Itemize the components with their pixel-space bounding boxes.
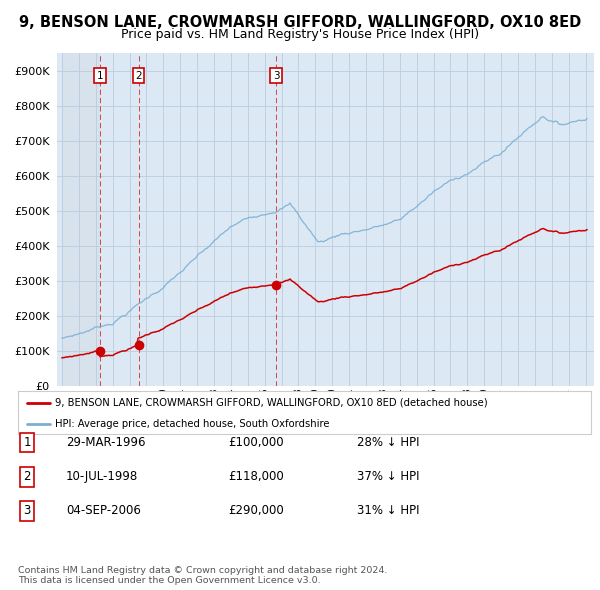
Text: HPI: Average price, detached house, South Oxfordshire: HPI: Average price, detached house, Sout… [55,419,330,430]
Text: 37% ↓ HPI: 37% ↓ HPI [357,470,419,483]
Text: 04-SEP-2006: 04-SEP-2006 [66,504,141,517]
Text: £118,000: £118,000 [228,470,284,483]
Text: Price paid vs. HM Land Registry's House Price Index (HPI): Price paid vs. HM Land Registry's House … [121,28,479,41]
Text: 10-JUL-1998: 10-JUL-1998 [66,470,138,483]
Text: 9, BENSON LANE, CROWMARSH GIFFORD, WALLINGFORD, OX10 8ED (detached house): 9, BENSON LANE, CROWMARSH GIFFORD, WALLI… [55,398,488,408]
Text: 2: 2 [135,71,142,81]
Text: £290,000: £290,000 [228,504,284,517]
Text: 3: 3 [23,504,31,517]
Bar [62,53,100,386]
Bar [62,53,100,386]
Text: 1: 1 [97,71,103,81]
Text: 29-MAR-1996: 29-MAR-1996 [66,436,146,449]
Bar [62,53,100,386]
Text: 2: 2 [23,470,31,483]
Text: 31% ↓ HPI: 31% ↓ HPI [357,504,419,517]
Text: 1: 1 [23,436,31,449]
Text: Contains HM Land Registry data © Crown copyright and database right 2024.
This d: Contains HM Land Registry data © Crown c… [18,566,388,585]
Text: 28% ↓ HPI: 28% ↓ HPI [357,436,419,449]
Text: 9, BENSON LANE, CROWMARSH GIFFORD, WALLINGFORD, OX10 8ED: 9, BENSON LANE, CROWMARSH GIFFORD, WALLI… [19,15,581,30]
Text: £100,000: £100,000 [228,436,284,449]
Text: 3: 3 [273,71,280,81]
